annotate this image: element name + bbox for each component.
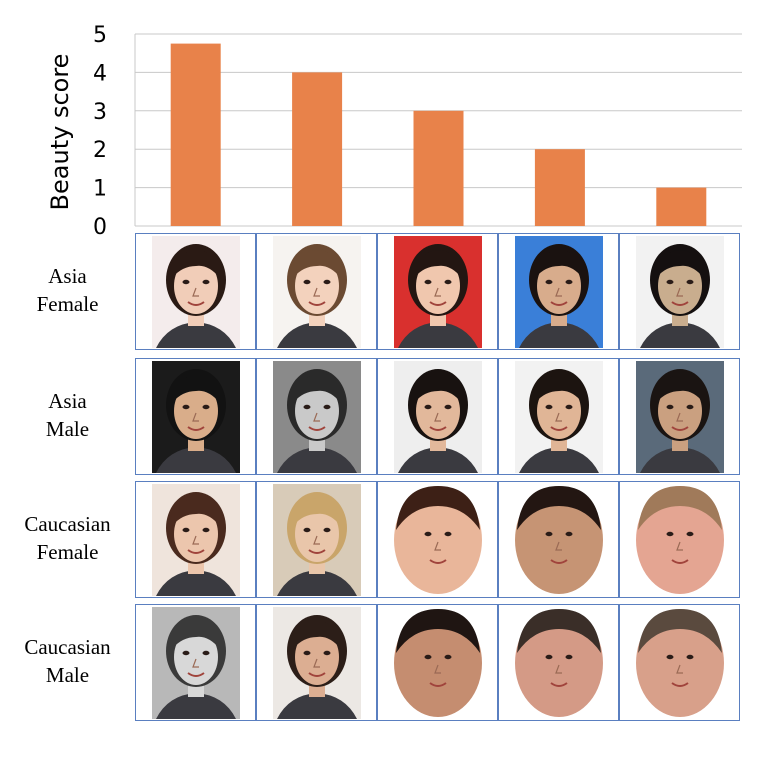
face-photo (272, 606, 361, 719)
row-label: Asia Female (0, 262, 135, 318)
face-photo (635, 485, 724, 594)
row-label-line2: Male (45, 416, 90, 441)
face-photo (151, 235, 240, 348)
face-photo (514, 608, 603, 717)
face-cell (619, 481, 740, 598)
face-cell (135, 604, 256, 721)
y-axis-label: Beauty score (46, 54, 74, 211)
bars (170, 43, 707, 227)
face-photo (635, 235, 724, 348)
bar-1 (170, 43, 221, 226)
y-tick-label: 5 (93, 23, 107, 48)
face-cell (256, 233, 377, 350)
face-photo (514, 485, 603, 594)
face-cell (135, 233, 256, 350)
bar-4 (534, 149, 585, 226)
face-photo (272, 235, 361, 348)
face-cell (256, 481, 377, 598)
face-photo (393, 608, 482, 717)
face-photo (635, 360, 724, 473)
y-tick-labels: 0 1 2 3 4 5 (93, 23, 107, 235)
face-cell (135, 358, 256, 475)
face-cell (619, 604, 740, 721)
row-label-line1: Caucasian (24, 511, 111, 536)
row-label-line1: Asia (48, 263, 87, 288)
face-photo (151, 483, 240, 596)
face-cell (377, 481, 498, 598)
face-cell (498, 233, 619, 350)
face-cell (377, 604, 498, 721)
row-label-line2: Male (45, 662, 90, 687)
face-cell (377, 233, 498, 350)
face-photo (272, 360, 361, 473)
y-tick-label: 1 (93, 177, 107, 202)
face-photo (272, 483, 361, 596)
bar-5 (656, 187, 707, 226)
y-tick-label: 2 (93, 138, 107, 163)
face-cell (498, 358, 619, 475)
face-cell (498, 604, 619, 721)
face-photo (514, 360, 603, 473)
beauty-score-bar-chart: 0 1 2 3 4 5 Beauty score (46, 23, 742, 235)
face-cell (619, 358, 740, 475)
row-label-line1: Caucasian (24, 634, 111, 659)
row-label: Caucasian Female (0, 510, 135, 566)
face-photo (151, 360, 240, 473)
row-label: Caucasian Male (0, 633, 135, 689)
face-cell (498, 481, 619, 598)
face-cell (256, 604, 377, 721)
face-cell (377, 358, 498, 475)
row-label-line2: Female (36, 291, 99, 316)
row-label-line1: Asia (48, 388, 87, 413)
row-label: Asia Male (0, 387, 135, 443)
face-cell (619, 233, 740, 350)
face-cell (256, 358, 377, 475)
bar-2 (292, 72, 343, 227)
y-tick-label: 3 (93, 100, 107, 125)
face-photo (393, 360, 482, 473)
bar-3 (413, 110, 464, 226)
y-tick-label: 4 (93, 61, 107, 86)
row-label-line2: Female (36, 539, 99, 564)
face-photo (393, 485, 482, 594)
face-cell (135, 481, 256, 598)
face-photo (151, 606, 240, 719)
face-photo (514, 235, 603, 348)
face-photo (635, 608, 724, 717)
face-photo (393, 235, 482, 348)
y-tick-label: 0 (93, 215, 107, 235)
